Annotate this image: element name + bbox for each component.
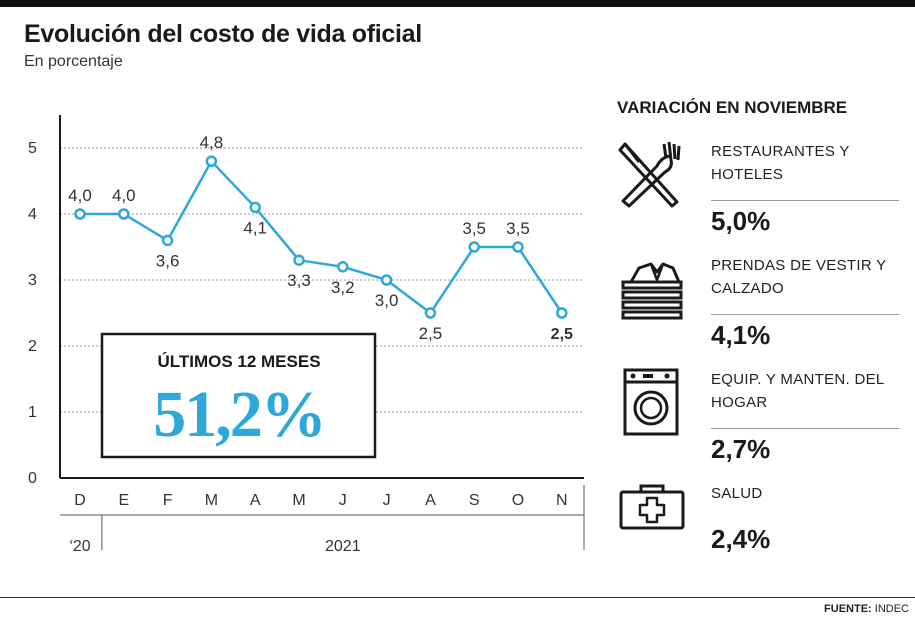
- x-tick-label: F: [163, 492, 173, 509]
- data-label: 3,5: [462, 219, 486, 238]
- data-label: 3,6: [156, 251, 180, 270]
- top-bar: [0, 0, 915, 7]
- year-label: ‘20: [69, 538, 90, 555]
- data-points: [74, 155, 568, 319]
- data-label: 3,5: [506, 219, 530, 238]
- chart-subtitle: En porcentaje: [24, 53, 123, 70]
- category-value: 2,7%: [711, 434, 771, 464]
- folded-clothes-icon: [621, 262, 683, 320]
- callout-frame: [100, 332, 377, 459]
- x-tick-label: A: [250, 492, 261, 509]
- y-tick-label: 1: [28, 404, 37, 421]
- source-label: FUENTE:: [824, 603, 872, 615]
- category-value: 4,1%: [711, 320, 771, 350]
- data-point: [205, 155, 218, 167]
- data-label: 3,0: [375, 291, 399, 310]
- x-tick-label: S: [469, 492, 480, 509]
- data-labels: 4,0 4,0 3,6 4,8 4,1 3,3 3,2 3,0 2,5 3,5 3,5 2,5: [68, 133, 573, 343]
- callout-label: ÚLTIMOS 12 MESES: [157, 352, 320, 371]
- y-tick-label: 4: [28, 206, 37, 223]
- data-label: 4,0: [112, 186, 136, 205]
- divider: [711, 200, 899, 201]
- year-label: 2021: [325, 538, 361, 555]
- callout-value: 51,2%: [153, 378, 325, 451]
- x-tick-label: D: [74, 492, 86, 509]
- divider: [711, 428, 899, 429]
- category-label: RESTAURANTES Y HOTELES: [711, 143, 850, 183]
- y-tick-label: 5: [28, 140, 37, 157]
- x-tick-label: J: [339, 492, 347, 509]
- x-tick-label: A: [425, 492, 436, 509]
- data-label: 3,2: [331, 278, 355, 297]
- category-health: SALUD 2,4%: [617, 482, 897, 592]
- category-label: EQUIP. Y MANTEN. DEL HOGAR: [711, 371, 884, 411]
- data-point: [512, 241, 524, 253]
- data-point: [118, 208, 130, 220]
- data-point: [293, 254, 305, 266]
- y-tick-label: 3: [28, 272, 37, 289]
- data-label: 2,5: [551, 326, 573, 343]
- category-label: SALUD: [711, 485, 763, 502]
- data-point: [74, 208, 86, 220]
- category-label: PRENDAS DE VESTIR Y CALZADO: [711, 257, 887, 297]
- data-point: [337, 261, 349, 273]
- data-point: [424, 307, 437, 319]
- series-line: [80, 159, 563, 315]
- data-point: [468, 241, 480, 253]
- x-tick-label: M: [292, 492, 305, 509]
- data-label: 4,1: [243, 218, 267, 237]
- axes: [59, 115, 584, 516]
- callout-box: ÚLTIMOS 12 MESES 51,2%: [100, 332, 377, 459]
- data-label: 4,0: [68, 186, 92, 205]
- data-point: [380, 274, 393, 286]
- data-label: 3,3: [287, 271, 311, 290]
- category-restaurants: RESTAURANTES Y HOTELES 5,0%: [617, 140, 899, 250]
- washing-machine-icon: [623, 368, 679, 436]
- category-clothing: PRENDAS DE VESTIR Y CALZADO 4,1%: [617, 254, 899, 364]
- x-tick-label: N: [556, 492, 568, 509]
- source-value: INDEC: [874, 603, 909, 615]
- data-label: 4,8: [200, 133, 224, 152]
- y-axis-ticks: 0 1 2 3 4 5: [28, 140, 37, 487]
- category-value: 5,0%: [711, 206, 771, 236]
- divider: [711, 314, 899, 315]
- data-point: [161, 234, 174, 247]
- y-tick-label: 2: [28, 338, 37, 355]
- first-aid-kit-icon: [619, 484, 685, 530]
- x-tick-label: E: [118, 492, 129, 509]
- x-tick-label: J: [383, 492, 391, 509]
- footer-rule: [0, 597, 915, 598]
- x-tick-label: M: [205, 492, 218, 509]
- chart-title: Evolución del costo de vida oficial: [24, 20, 422, 48]
- category-home: EQUIP. Y MANTEN. DEL HOGAR 2,7%: [617, 368, 899, 478]
- source-note: FUENTE: INDEC: [824, 603, 909, 615]
- year-groups: ‘20 2021: [69, 485, 585, 555]
- y-tick-label: 0: [28, 470, 37, 487]
- x-tick-label: O: [512, 492, 524, 509]
- category-value: 2,4%: [711, 524, 771, 554]
- utensils-icon: [618, 141, 681, 208]
- data-point: [556, 307, 568, 319]
- panel-title: VARIACIÓN EN NOVIEMBRE: [617, 98, 848, 117]
- data-label: 2,5: [419, 324, 443, 343]
- series-line-path: [80, 159, 563, 315]
- data-point: [249, 201, 261, 214]
- line-chart: 0 1 2 3 4 5 D E F M A M J J A S O N ‘20 2021 4,0 4,0 3,6 4,8…: [28, 115, 585, 555]
